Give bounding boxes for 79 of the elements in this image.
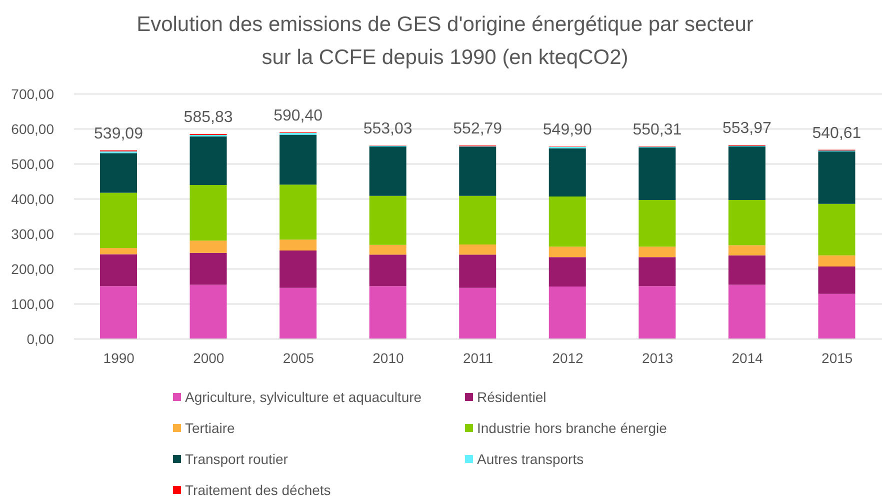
bar xyxy=(638,200,676,247)
bar xyxy=(728,245,766,256)
bar xyxy=(818,152,856,204)
bar xyxy=(818,255,856,267)
bar xyxy=(100,192,137,248)
legend-label: Agriculture, sylviculture et aquaculture xyxy=(185,388,422,404)
y-tick-label: 400,00 xyxy=(11,190,54,207)
x-tick-label: 2011 xyxy=(462,350,494,366)
bar xyxy=(190,136,227,185)
bar xyxy=(459,196,496,244)
total-label: 553,97 xyxy=(722,120,772,138)
bar xyxy=(100,286,137,339)
x-tick-label: 2005 xyxy=(282,350,314,366)
bar xyxy=(548,148,586,197)
x-tick-label: 2015 xyxy=(822,350,853,366)
x-tick-label: 2014 xyxy=(732,350,764,366)
bar xyxy=(190,185,227,241)
y-tick-label: 200,00 xyxy=(11,260,54,277)
total-label: 590,40 xyxy=(274,107,323,124)
bar xyxy=(728,255,766,285)
bar xyxy=(459,288,496,339)
total-label: 585,83 xyxy=(184,108,233,126)
x-tick-label: 2012 xyxy=(552,350,584,366)
bar xyxy=(548,246,586,258)
bar xyxy=(638,246,676,258)
bar xyxy=(638,286,676,339)
bar xyxy=(548,257,586,286)
y-tick-label: 100,00 xyxy=(11,296,54,312)
bar xyxy=(100,153,137,193)
total-label: 540,61 xyxy=(812,124,862,142)
bar xyxy=(280,134,317,185)
bar xyxy=(369,244,406,255)
bar xyxy=(100,254,137,286)
legend-label: Résidentiel xyxy=(477,388,546,404)
bar xyxy=(638,257,676,286)
bar xyxy=(459,244,496,255)
total-label: 549,90 xyxy=(542,122,592,139)
y-tick-label: 600,00 xyxy=(11,120,54,137)
x-tick-label: 2013 xyxy=(642,350,674,366)
total-label: 539,09 xyxy=(94,125,144,142)
bar xyxy=(280,240,317,250)
bar xyxy=(280,184,317,240)
bar xyxy=(190,252,227,285)
y-tick-label: 300,00 xyxy=(11,226,54,242)
bar xyxy=(818,204,856,256)
chart-title: Evolution des emissions de GES d'origine énergétique par secteur sur la CCFE depuis 1990 (en kteqCO2) xyxy=(136,12,754,71)
total-label: 552,79 xyxy=(453,120,502,138)
bar xyxy=(728,200,766,246)
x-tick-label: 1990 xyxy=(103,350,135,366)
bar xyxy=(280,288,317,339)
bar xyxy=(369,254,406,286)
bar xyxy=(459,254,496,288)
bar xyxy=(369,146,406,196)
bar xyxy=(100,248,137,254)
bar xyxy=(190,284,227,339)
legend-label: Transport routier xyxy=(185,450,288,466)
bar xyxy=(548,286,586,339)
y-tick-label: 500,00 xyxy=(11,156,54,172)
bar xyxy=(818,294,856,339)
bar xyxy=(369,286,406,339)
legend-label: Traitement des déchets xyxy=(185,482,331,498)
legend-label: Tertiaire xyxy=(185,420,235,436)
bar xyxy=(728,284,766,339)
bar xyxy=(280,250,317,288)
bar xyxy=(818,266,856,294)
x-tick-label: 2010 xyxy=(372,350,404,366)
bar xyxy=(369,196,406,245)
total-label: 550,31 xyxy=(632,121,682,138)
y-tick-label: 700,00 xyxy=(11,86,54,102)
y-tick-label: 0,00 xyxy=(26,330,54,347)
bar xyxy=(190,240,227,253)
x-tick-label: 2000 xyxy=(193,350,224,366)
total-label: 553,03 xyxy=(363,120,412,138)
legend-label: Industrie hors branche énergie xyxy=(477,420,667,436)
bar xyxy=(459,146,496,196)
bar xyxy=(548,196,586,247)
legend-label: Autres transports xyxy=(477,450,584,466)
bar xyxy=(638,147,676,200)
bar xyxy=(728,146,766,200)
